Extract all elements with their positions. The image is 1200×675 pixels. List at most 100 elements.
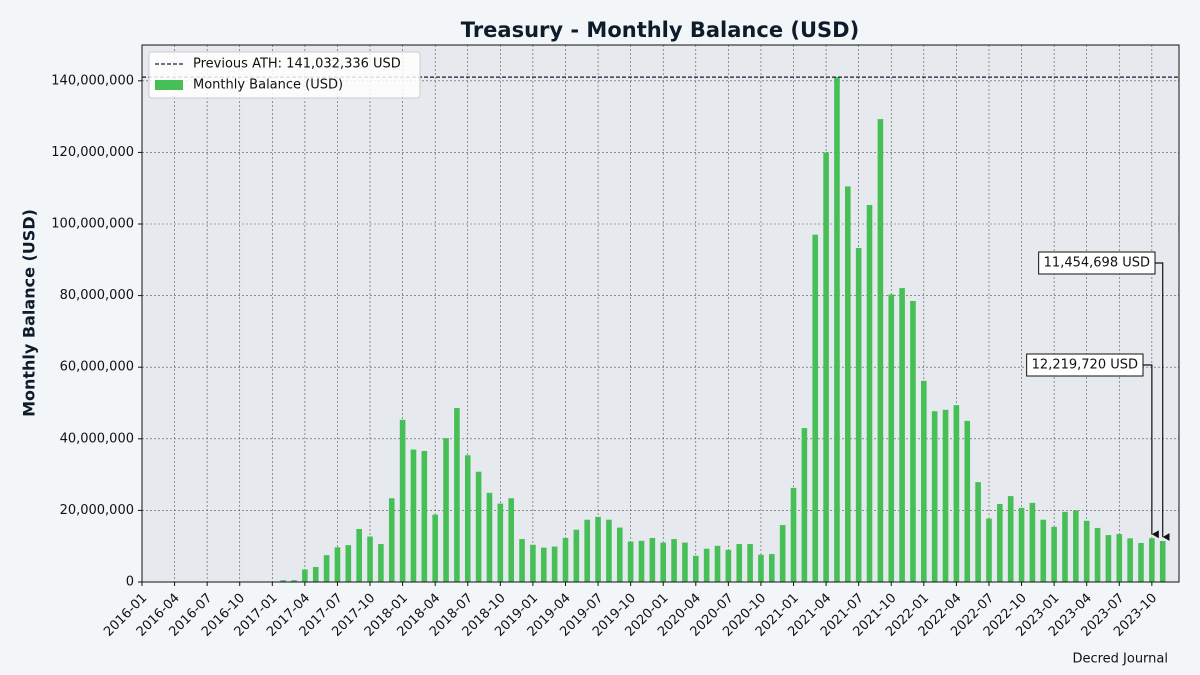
bar	[1127, 538, 1133, 582]
bar	[747, 544, 753, 582]
bar	[399, 419, 406, 582]
legend-label: Previous ATH: 141,032,336 USD	[193, 57, 401, 72]
chart-title: Treasury - Monthly Balance (USD)	[461, 18, 859, 42]
bar	[845, 186, 851, 582]
bar	[519, 539, 525, 582]
bar	[986, 518, 992, 582]
y-tick-label: 20,000,000	[60, 503, 134, 518]
y-tick-label: 120,000,000	[51, 145, 134, 160]
bar	[888, 294, 895, 582]
bar	[1073, 510, 1079, 582]
bar	[302, 569, 308, 582]
bar	[812, 234, 819, 583]
bar	[345, 545, 352, 582]
bar	[540, 547, 547, 582]
bar	[1051, 526, 1057, 582]
bar	[486, 492, 493, 582]
bar	[1018, 507, 1025, 582]
bar	[388, 498, 395, 582]
bar	[1116, 534, 1123, 582]
bar	[551, 546, 558, 582]
bar	[714, 545, 721, 582]
bar	[790, 487, 797, 582]
bar	[334, 547, 341, 582]
bar	[1083, 520, 1090, 582]
annotation-label: 11,454,698 USD	[1044, 256, 1150, 271]
bar	[910, 300, 916, 582]
bar	[1159, 540, 1166, 582]
bar	[671, 539, 677, 582]
bar	[432, 514, 438, 582]
source: Decred Journal	[1072, 652, 1168, 667]
bar	[931, 411, 938, 582]
bar	[942, 409, 949, 582]
bar	[953, 405, 960, 582]
bar	[725, 549, 732, 582]
bar	[1040, 519, 1047, 582]
y-tick-label: 60,000,000	[60, 360, 134, 375]
bar	[1094, 527, 1101, 582]
annotation: 12,219,720 USD	[1026, 353, 1159, 539]
bar	[823, 152, 829, 582]
annotation: 11,454,698 USD	[1038, 251, 1170, 541]
bar	[508, 498, 514, 582]
bar	[877, 119, 884, 582]
bar	[997, 503, 1003, 582]
bar	[921, 380, 927, 582]
bar	[312, 566, 319, 582]
bar	[660, 542, 667, 582]
bar	[606, 519, 612, 582]
legend: Previous ATH: 141,032,336 USD Monthly Bal…	[148, 51, 421, 99]
annotation-arrow	[1155, 262, 1170, 541]
bar	[834, 77, 840, 582]
bar	[421, 450, 428, 582]
bar	[291, 580, 297, 582]
bar	[899, 288, 905, 582]
bar	[779, 525, 786, 582]
y-tick-label: 40,000,000	[60, 431, 134, 446]
bar	[1029, 502, 1036, 582]
bar	[1062, 511, 1068, 582]
bar	[627, 541, 634, 582]
bar	[1149, 538, 1155, 582]
bar	[443, 438, 449, 582]
bar	[1105, 535, 1112, 582]
bar	[367, 536, 373, 582]
bar	[866, 205, 873, 582]
y-tick-label: 0	[126, 575, 134, 590]
bar	[323, 555, 330, 582]
bar	[855, 247, 862, 582]
bar	[682, 542, 688, 582]
annotation-arrow	[1143, 364, 1159, 539]
bar	[562, 537, 569, 582]
bar	[378, 544, 384, 582]
bar	[616, 527, 623, 582]
legend-label: Monthly Balance (USD)	[193, 78, 343, 93]
plot-area	[142, 45, 1179, 582]
y-tick-label: 80,000,000	[60, 288, 134, 303]
bar	[454, 408, 460, 582]
bar	[692, 555, 699, 582]
bar	[1138, 542, 1144, 582]
bar	[975, 482, 981, 582]
plot-frame	[141, 44, 1180, 583]
annotation-label: 12,219,720 USD	[1032, 358, 1138, 373]
bar	[410, 449, 417, 582]
bar	[964, 420, 971, 582]
bar	[649, 537, 656, 582]
bar	[769, 554, 775, 582]
bar	[638, 540, 645, 582]
legend-swatch	[155, 80, 183, 90]
bar	[464, 455, 471, 582]
bar	[595, 516, 601, 582]
legend-box	[148, 51, 421, 99]
bar	[475, 471, 482, 582]
y-tick-label: 100,000,000	[51, 217, 134, 232]
bar	[584, 519, 591, 582]
bar	[573, 529, 580, 582]
bar	[497, 503, 504, 582]
bar	[758, 554, 764, 582]
bar	[1007, 496, 1014, 582]
bar	[736, 544, 743, 582]
